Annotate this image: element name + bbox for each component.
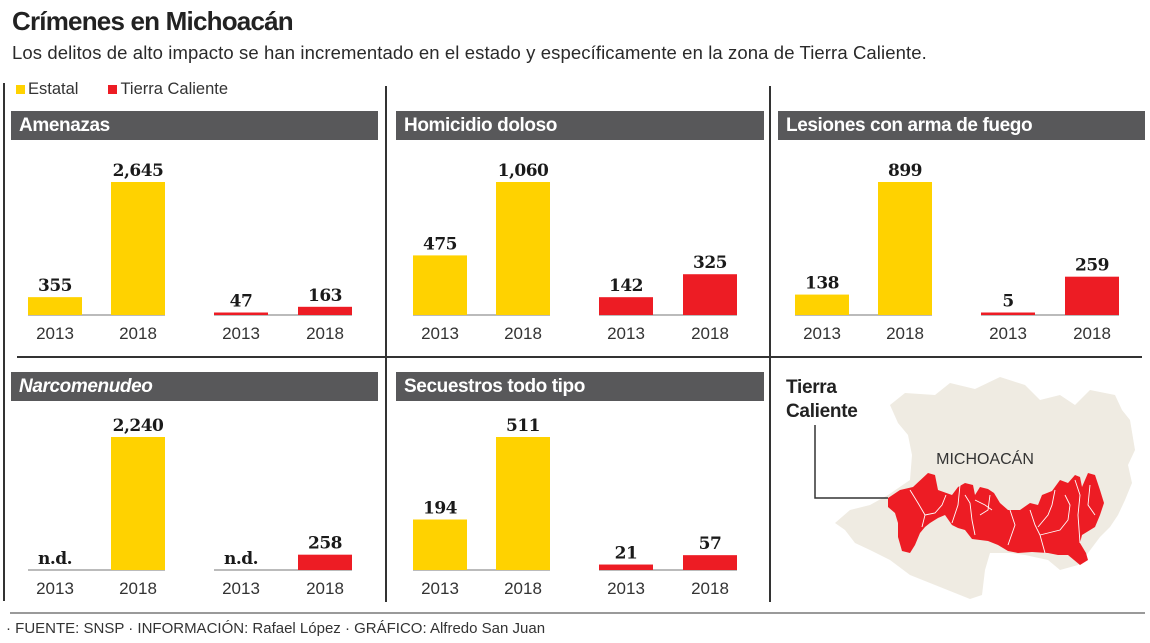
bar-chart-panel-4: 194 2013 511 2018 21 2013 57 2018 [413, 416, 737, 598]
year-label: 2018 [306, 579, 344, 598]
year-label: 2018 [119, 324, 157, 343]
panel-header-narcomenudeo: Narcomenudeo [11, 372, 378, 401]
panel-header-amenazas: Amenazas [11, 111, 378, 140]
bar-chart-panel-0: 355 2013 2,645 2018 47 2013 163 2018 [28, 161, 352, 343]
year-label: 2018 [119, 579, 157, 598]
bar-estatal-2013 [413, 519, 467, 570]
grid-divider-vertical-1 [385, 86, 387, 602]
year-label: 2013 [222, 579, 260, 598]
year-label: 2018 [306, 324, 344, 343]
value-label: 511 [506, 416, 540, 436]
year-label: 2018 [691, 579, 729, 598]
legend-swatch-estatal [16, 85, 25, 94]
legend: Estatal Tierra Caliente [16, 80, 258, 99]
value-label: 47 [230, 292, 253, 312]
year-label: 2013 [607, 579, 645, 598]
bar-tierra-caliente-2018 [298, 306, 352, 315]
value-label: 325 [693, 253, 727, 273]
value-label: 355 [38, 276, 72, 296]
map-label: Tierra Caliente [786, 376, 858, 424]
bar-tierra-caliente-2018 [1065, 276, 1119, 315]
value-label: 258 [308, 534, 342, 554]
year-label: 2013 [421, 324, 459, 343]
bar-tierra-caliente-2013 [599, 297, 653, 315]
grid-divider-vertical-2 [769, 86, 771, 602]
bar-tierra-caliente-2013 [981, 312, 1035, 315]
bar-estatal-2018 [878, 182, 932, 315]
map-tierra-caliente-region [888, 473, 1104, 565]
bar-tierra-caliente-2018 [683, 274, 737, 315]
value-label: 57 [699, 534, 722, 554]
bar-estatal-2018 [111, 182, 165, 315]
value-label: n.d. [38, 549, 72, 569]
bar-tierra-caliente-2013 [599, 564, 653, 570]
page-title: Crímenes en Michoacán [12, 6, 294, 36]
map-label-leader-line [814, 425, 888, 499]
year-label: 2013 [421, 579, 459, 598]
michoacan-map: MICHOACÁN [814, 377, 1135, 599]
year-label: 2018 [691, 324, 729, 343]
legend-label-tierra-caliente: Tierra Caliente [120, 80, 229, 98]
value-label: 475 [423, 234, 457, 254]
map-municipality-borders [909, 479, 1096, 554]
footer-divider [10, 612, 1145, 614]
bar-tierra-caliente-2013 [214, 312, 268, 315]
year-label: 2018 [504, 324, 542, 343]
panel-header-homicidio-doloso: Homicidio doloso [396, 111, 764, 140]
year-label: 2013 [36, 324, 74, 343]
value-label: 142 [609, 276, 643, 296]
year-label: 2013 [36, 579, 74, 598]
map-state-name: MICHOACÁN [936, 449, 1034, 468]
bar-estatal-2018 [496, 437, 550, 570]
value-label: 1,060 [498, 161, 549, 181]
bar-estatal-2013 [413, 255, 467, 315]
grid-divider-left [3, 83, 5, 601]
year-label: 2013 [607, 324, 645, 343]
value-label: 194 [423, 499, 458, 519]
legend-item-estatal: Estatal [16, 80, 78, 99]
legend-label-estatal: Estatal [28, 80, 79, 98]
bar-estatal-2013 [28, 297, 82, 315]
year-label: 2018 [504, 579, 542, 598]
bar-tierra-caliente-2018 [683, 555, 737, 570]
year-label: 2018 [886, 324, 924, 343]
value-label: 21 [615, 544, 638, 564]
legend-swatch-tierra-caliente [108, 85, 118, 94]
year-label: 2013 [989, 324, 1027, 343]
value-label: n.d. [224, 549, 258, 569]
bar-estatal-2018 [111, 437, 165, 570]
value-label: 5 [1002, 292, 1013, 312]
bar-chart-panel-1: 475 2013 1,060 2018 142 2013 325 2018 [413, 161, 737, 343]
value-label: 163 [308, 286, 342, 306]
page-subtitle: Los delitos de alto impacto se han incre… [12, 42, 927, 63]
panel-header-lesiones-arma-fuego: Lesiones con arma de fuego [778, 111, 1145, 140]
grid-divider-horizontal [17, 356, 1142, 358]
bar-tierra-caliente-2018 [298, 554, 352, 570]
bar-chart-panel-3: n.d. 2013 2,240 2018 n.d. 2013 258 2018 [28, 416, 352, 598]
value-label: 259 [1075, 256, 1109, 276]
year-label: 2013 [803, 324, 841, 343]
bar-estatal-2013 [795, 294, 849, 315]
bar-estatal-2018 [496, 182, 550, 315]
bar-chart-panel-2: 138 2013 899 2018 5 2013 259 2018 [795, 161, 1119, 343]
value-label: 2,240 [113, 416, 164, 436]
map-label-line2: Caliente [786, 401, 858, 422]
value-label: 2,645 [113, 161, 164, 181]
value-label: 138 [805, 274, 839, 294]
legend-item-tierra-caliente: Tierra Caliente [108, 80, 228, 99]
panel-header-secuestros: Secuestros todo tipo [396, 372, 764, 401]
year-label: 2018 [1073, 324, 1111, 343]
value-label: 899 [888, 161, 922, 181]
footer-credits: · FUENTE: SNSP · INFORMACIÓN: Rafael Lóp… [6, 620, 546, 637]
year-label: 2013 [222, 324, 260, 343]
map-label-line1: Tierra [786, 377, 837, 398]
